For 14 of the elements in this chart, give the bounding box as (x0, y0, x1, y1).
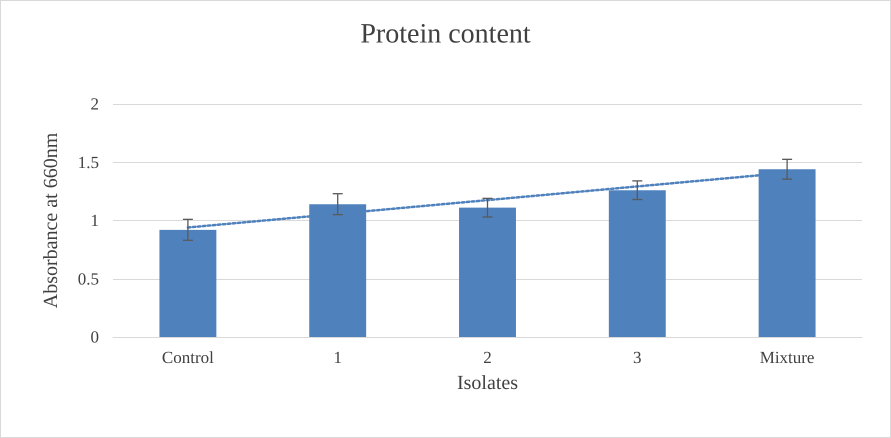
bar (459, 208, 516, 337)
x-tick-label: 3 (633, 348, 642, 367)
y-tick-label: 0.5 (78, 269, 99, 288)
chart-title: Protein content (360, 18, 531, 50)
x-tick-label: 1 (333, 348, 342, 367)
y-tick-label: 0 (90, 328, 99, 346)
x-tick-label: Control (162, 348, 214, 367)
y-tick-label: 1.5 (78, 152, 99, 172)
x-tick-label: Mixture (760, 348, 814, 367)
x-tick-label: 2 (483, 348, 492, 367)
y-axis-title: Absorbance at 660nm (40, 132, 62, 308)
y-tick-label: 2 (90, 94, 99, 114)
x-axis-title: Isolates (456, 372, 518, 394)
y-tick-label: 1 (90, 211, 99, 230)
